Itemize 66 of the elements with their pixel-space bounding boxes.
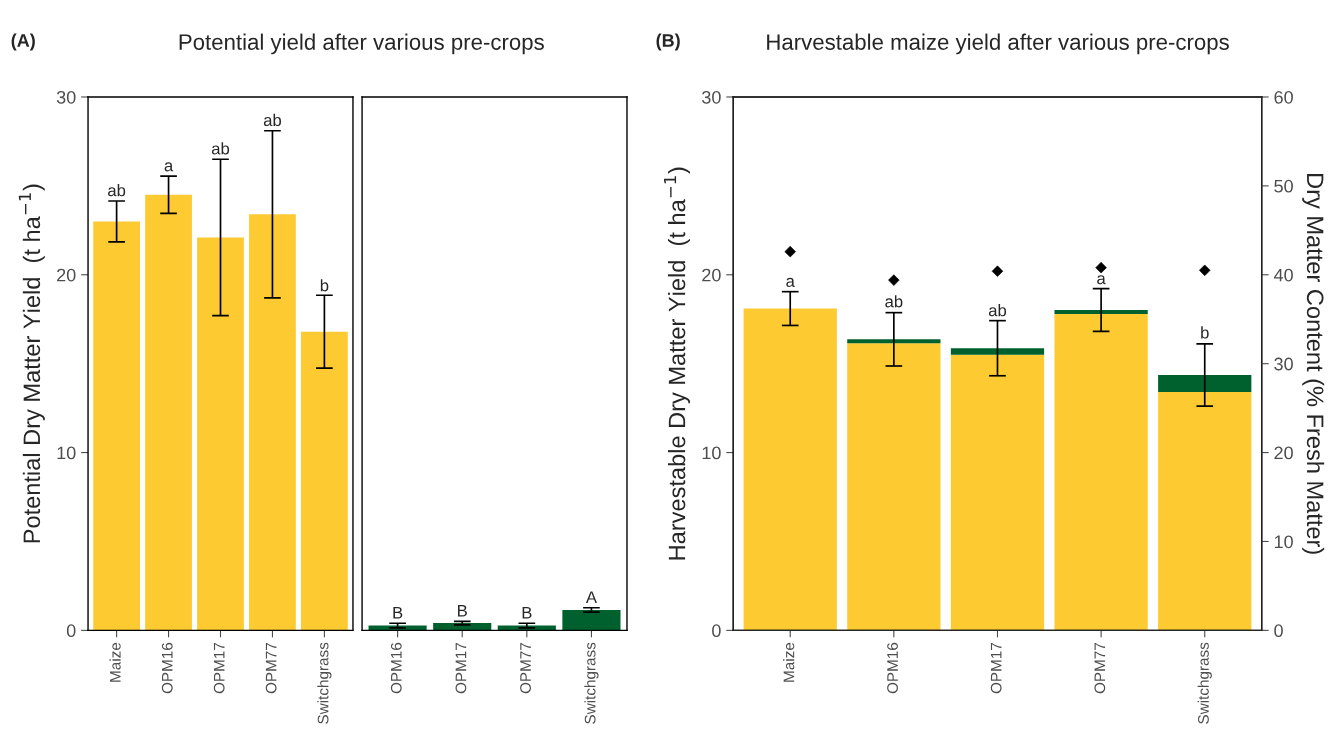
y-tick-label: 20 bbox=[702, 268, 721, 282]
annotation: ab bbox=[211, 142, 230, 155]
annotation: ab bbox=[108, 184, 126, 197]
y2-tick-label: 20 bbox=[1274, 446, 1293, 460]
chart-title: Potential yield after various pre-crops bbox=[179, 33, 544, 55]
y-tick-label: 0 bbox=[66, 624, 76, 638]
text: (A) bbox=[11, 33, 35, 51]
y2-tick-label: 60 bbox=[1274, 90, 1293, 104]
y-tick-label: 10 bbox=[57, 446, 76, 460]
annotation: B bbox=[522, 606, 532, 619]
annotation: a bbox=[164, 162, 174, 172]
annotation: B bbox=[393, 606, 403, 619]
bar bbox=[301, 331, 348, 631]
bar bbox=[950, 354, 1045, 631]
x-tick-label: OPM16 bbox=[161, 642, 173, 694]
y-tick-label: 10 bbox=[702, 446, 721, 460]
bar bbox=[743, 308, 837, 631]
y2-tick-label: 10 bbox=[1274, 535, 1293, 549]
text: (B) bbox=[656, 33, 680, 51]
bar bbox=[1158, 375, 1252, 393]
y2-tick-label: 40 bbox=[1273, 268, 1293, 282]
x-tick-label: Maize bbox=[109, 642, 121, 682]
annotation: ab bbox=[263, 113, 282, 127]
chart-title: Harvestable maize yield after various pre-crops bbox=[767, 33, 1229, 55]
y2-tick-label: 50 bbox=[1274, 179, 1293, 193]
annotation: ab bbox=[988, 304, 1007, 317]
bar bbox=[197, 237, 244, 631]
y2-tick-label: 30 bbox=[1274, 357, 1293, 371]
bar bbox=[1054, 309, 1148, 314]
annotation: a bbox=[1097, 275, 1106, 285]
annotation: a bbox=[786, 277, 795, 287]
y2-tick-label: 0 bbox=[1274, 624, 1283, 638]
x-tick-label: OPM17 bbox=[990, 642, 1002, 694]
y-tick-label: 20 bbox=[57, 268, 76, 282]
annotation: ab bbox=[885, 295, 903, 308]
x-tick-label: Switchgrass bbox=[317, 642, 332, 724]
y-axis-title: Harvestable Dry Matter Yield (t ha$^{−1}$) bbox=[664, 167, 691, 560]
x-tick-label: Maize bbox=[783, 642, 795, 682]
bar bbox=[249, 214, 296, 631]
x-tick-label: Switchgrass bbox=[1197, 642, 1212, 724]
x-tick-label: OPM16 bbox=[887, 642, 898, 694]
x-tick-label: OPM77 bbox=[520, 642, 531, 694]
point bbox=[888, 274, 900, 286]
y-tick-label: 30 bbox=[56, 90, 76, 104]
bar bbox=[145, 194, 192, 631]
bar bbox=[1054, 313, 1148, 631]
y2-axis-title: Dry Matter Content (% Fresh Matter) bbox=[1302, 174, 1325, 554]
annotation: b bbox=[1201, 326, 1209, 339]
bar bbox=[847, 343, 941, 631]
x-tick-label: OPM77 bbox=[265, 642, 277, 694]
x-tick-label: OPM17 bbox=[455, 642, 467, 694]
y-axis-title: Potential Dry Matter Yield (t ha$^{−1}$) bbox=[18, 184, 45, 543]
x-tick-label: OPM17 bbox=[213, 642, 225, 694]
x-tick-label: OPM77 bbox=[1094, 642, 1106, 694]
bar bbox=[1158, 392, 1252, 631]
x-tick-label: OPM16 bbox=[390, 642, 402, 694]
annotation: A bbox=[585, 591, 597, 603]
y-tick-label: 0 bbox=[712, 624, 721, 638]
y-tick-label: 30 bbox=[702, 90, 721, 104]
annotation: b bbox=[320, 279, 329, 292]
x-tick-label: Switchgrass bbox=[584, 642, 599, 724]
point bbox=[991, 265, 1004, 277]
bar bbox=[847, 339, 941, 344]
annotation: B bbox=[458, 604, 467, 617]
bar bbox=[93, 221, 140, 631]
bar bbox=[950, 348, 1045, 355]
